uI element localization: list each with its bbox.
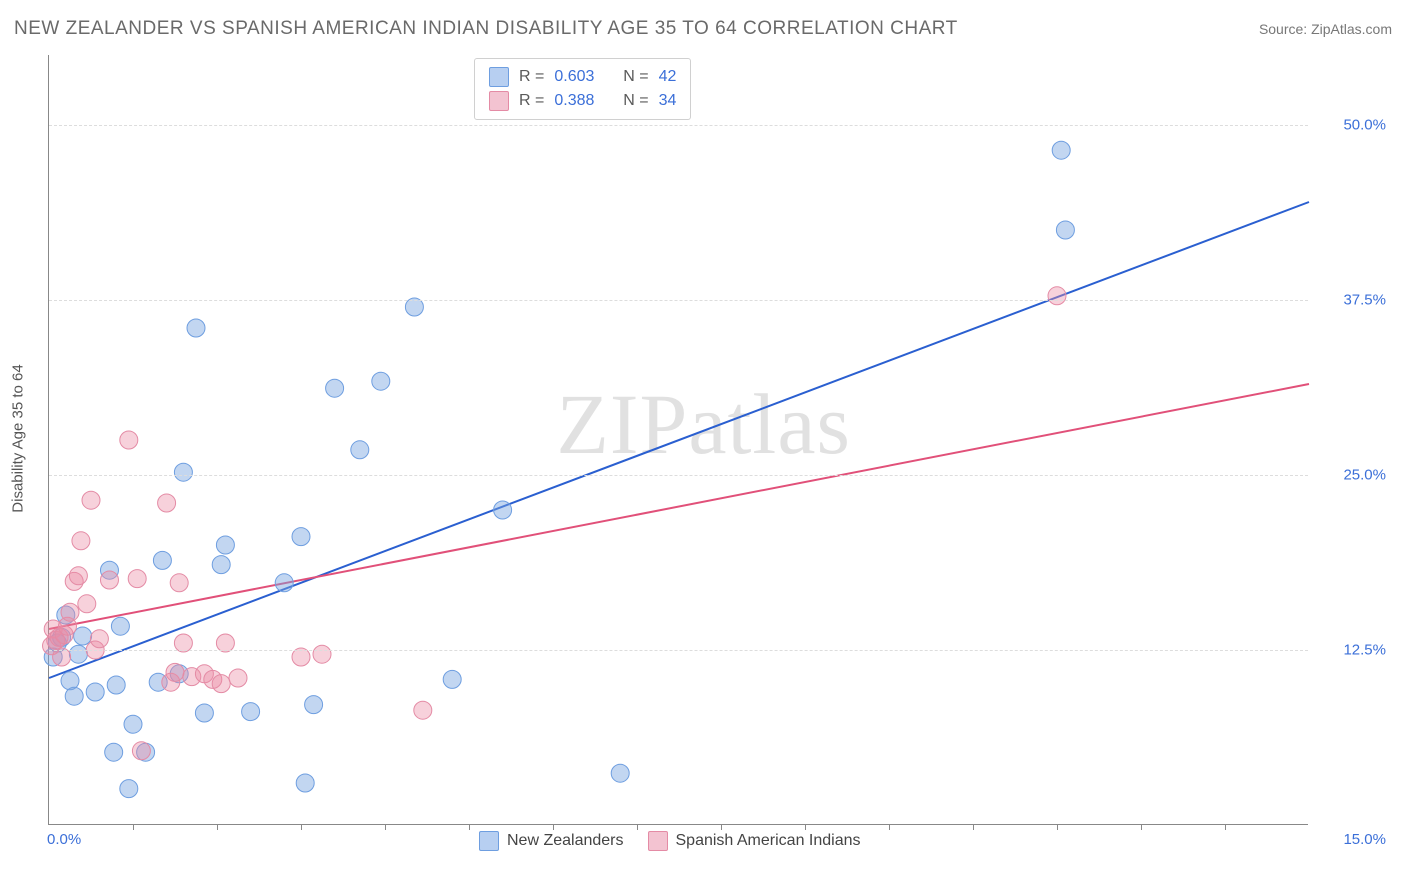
stat-r-value: 0.603 <box>554 68 594 86</box>
data-point <box>65 687 83 705</box>
stat-r-value: 0.388 <box>554 92 594 110</box>
data-point <box>494 501 512 519</box>
data-point <box>305 696 323 714</box>
stat-n-label: N = <box>623 92 648 110</box>
data-point <box>242 703 260 721</box>
data-point <box>120 431 138 449</box>
data-point <box>275 574 293 592</box>
gridline <box>49 650 1308 651</box>
data-point <box>212 556 230 574</box>
data-point <box>611 764 629 782</box>
x-tick-mark <box>637 824 638 830</box>
data-point <box>372 372 390 390</box>
data-point <box>292 528 310 546</box>
data-point <box>1056 221 1074 239</box>
x-tick-mark <box>217 824 218 830</box>
data-point <box>351 441 369 459</box>
y-axis-title: Disability Age 35 to 64 <box>10 364 27 512</box>
data-point <box>78 595 96 613</box>
data-point <box>61 603 79 621</box>
stat-n-label: N = <box>623 68 648 86</box>
data-point <box>69 567 87 585</box>
y-tick-label: 25.0% <box>1316 467 1386 484</box>
data-point <box>174 463 192 481</box>
y-tick-label: 12.5% <box>1316 642 1386 659</box>
y-tick-label: 50.0% <box>1316 117 1386 134</box>
x-tick-mark <box>385 824 386 830</box>
stat-n-value: 34 <box>659 92 677 110</box>
data-point <box>216 536 234 554</box>
x-tick-label-start: 0.0% <box>47 831 81 848</box>
x-tick-mark <box>1057 824 1058 830</box>
x-tick-mark <box>973 824 974 830</box>
bottom-legend: New Zealanders Spanish American Indians <box>479 831 861 851</box>
legend-label: Spanish American Indians <box>676 832 861 850</box>
legend-swatch <box>489 67 509 87</box>
gridline <box>49 300 1308 301</box>
x-tick-mark <box>469 824 470 830</box>
data-point <box>100 571 118 589</box>
data-point <box>195 704 213 722</box>
data-point <box>72 532 90 550</box>
stats-box: R = 0.603 N = 42 R = 0.388 N = 34 <box>474 58 691 120</box>
data-point <box>105 743 123 761</box>
x-tick-label-end: 15.0% <box>1316 831 1386 848</box>
data-point <box>166 663 184 681</box>
data-point <box>443 670 461 688</box>
data-point <box>1048 287 1066 305</box>
trend-line <box>49 202 1309 678</box>
data-point <box>69 645 87 663</box>
x-tick-mark <box>133 824 134 830</box>
x-tick-mark <box>721 824 722 830</box>
legend-item: New Zealanders <box>479 831 624 851</box>
x-tick-mark <box>805 824 806 830</box>
x-tick-mark <box>1141 824 1142 830</box>
stats-row: R = 0.603 N = 42 <box>489 65 676 89</box>
data-point <box>111 617 129 635</box>
data-point <box>326 379 344 397</box>
plot-area: ZIPatlas R =0.603 N =42R =0.388 N =34 Ne… <box>48 55 1308 825</box>
legend-swatch <box>489 91 509 111</box>
data-point <box>153 551 171 569</box>
data-point <box>229 669 247 687</box>
data-point <box>170 574 188 592</box>
data-point <box>120 780 138 798</box>
stat-n-value: 42 <box>659 68 677 86</box>
data-point <box>414 701 432 719</box>
data-point <box>107 676 125 694</box>
trend-line <box>49 384 1309 629</box>
data-point <box>124 715 142 733</box>
gridline <box>49 125 1308 126</box>
chart-title: NEW ZEALANDER VS SPANISH AMERICAN INDIAN… <box>14 18 958 40</box>
stats-row: R = 0.388 N = 34 <box>489 89 676 113</box>
data-point <box>82 491 100 509</box>
data-point <box>128 570 146 588</box>
data-point <box>187 319 205 337</box>
stat-r-label: R = <box>519 92 544 110</box>
source-label: Source: ZipAtlas.com <box>1259 21 1392 37</box>
data-point <box>313 645 331 663</box>
gridline <box>49 475 1308 476</box>
data-point <box>296 774 314 792</box>
data-point <box>1052 141 1070 159</box>
plot-svg <box>49 55 1308 824</box>
data-point <box>158 494 176 512</box>
data-point <box>212 675 230 693</box>
x-tick-mark <box>301 824 302 830</box>
legend-label: New Zealanders <box>507 832 624 850</box>
x-tick-mark <box>1225 824 1226 830</box>
data-point <box>86 683 104 701</box>
data-point <box>132 742 150 760</box>
stat-r-label: R = <box>519 68 544 86</box>
x-tick-mark <box>553 824 554 830</box>
legend-swatch <box>648 831 668 851</box>
data-point <box>90 630 108 648</box>
x-tick-mark <box>889 824 890 830</box>
y-tick-label: 37.5% <box>1316 292 1386 309</box>
legend-swatch <box>479 831 499 851</box>
legend-item: Spanish American Indians <box>648 831 861 851</box>
